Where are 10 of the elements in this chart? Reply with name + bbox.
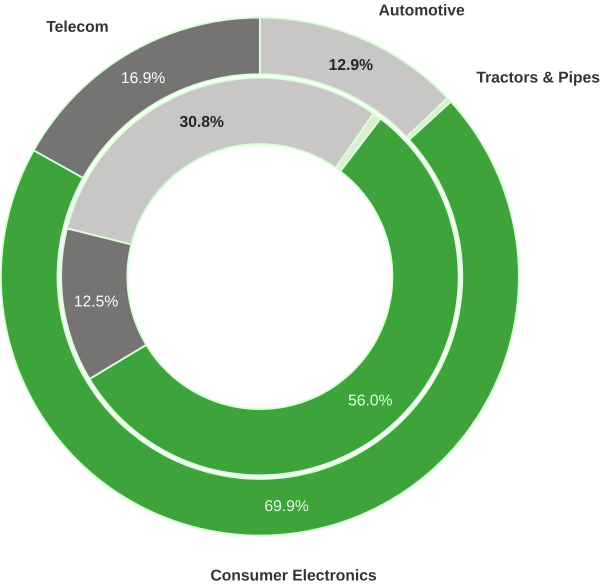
slice-label: Tractors & Pipes bbox=[476, 71, 600, 86]
data-label: 12.9% bbox=[330, 59, 373, 70]
data-label: 69.9% bbox=[265, 500, 308, 512]
slice-label: Telecom bbox=[46, 20, 108, 32]
data-label: 56.0% bbox=[348, 394, 392, 406]
data-label: 30.8% bbox=[180, 116, 224, 128]
data-label: 16.9% bbox=[122, 72, 165, 84]
slice-label: Consumer Electronics bbox=[211, 569, 376, 581]
data-label: 12.5% bbox=[75, 296, 118, 307]
slice-label: Automotive bbox=[379, 4, 464, 16]
